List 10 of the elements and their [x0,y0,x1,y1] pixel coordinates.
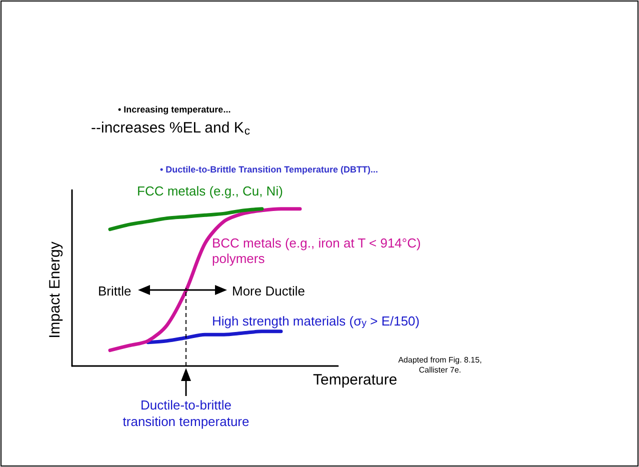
y-axis-title: Impact Energy [46,241,64,338]
annotation: More Ductile [232,283,305,298]
text: Adapted from Fig. 8.15, Callister 7e. [398,356,482,374]
text: • Ductile-to-Brittle Transition Temperature (DBTT)... [160,164,378,174]
text: • Increasing temperature... [118,104,231,114]
text: Ductile-to-brittle transition temperature [122,398,250,429]
annotation: Brittle [98,283,132,298]
series-label: BCC metals (e.g., iron at T < 914°C) polymers [212,235,421,266]
x-axis-title: Temperature [313,372,398,388]
series-label: FCC metals (e.g., Cu, Ni) [137,183,283,198]
